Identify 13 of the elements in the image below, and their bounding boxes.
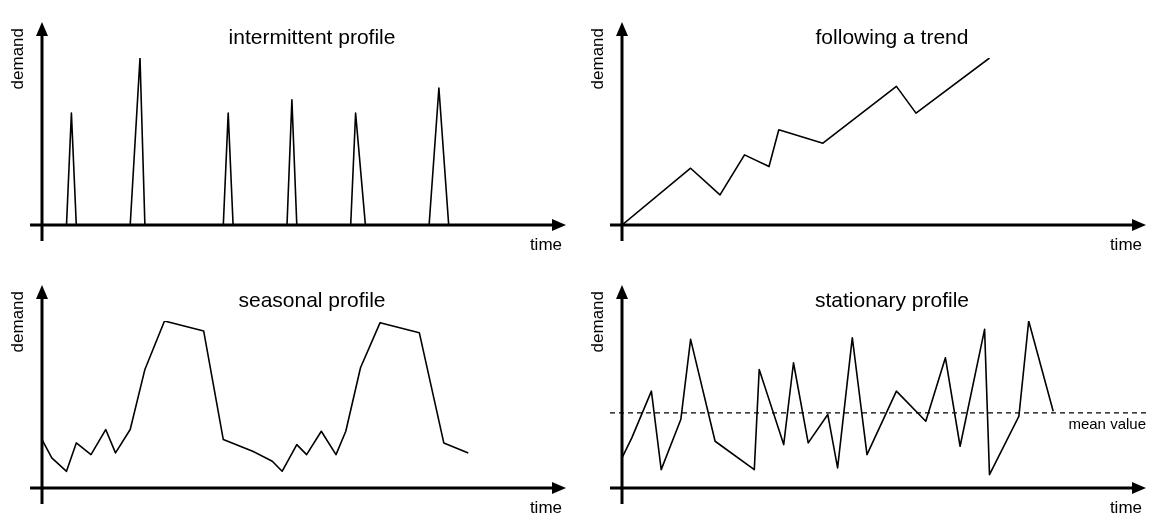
x-axis-title: time [1109, 235, 1142, 255]
y-axis-title: demand [8, 291, 28, 353]
x-axis-title: time [1109, 498, 1142, 518]
x-axis-title: time [529, 498, 562, 518]
y-axis-title: demand [8, 28, 28, 90]
chart-title: following a trend [815, 25, 969, 49]
y-axis-title: demand [588, 291, 608, 353]
y-axis-title: demand [588, 28, 608, 90]
chart-title: intermittent profile [228, 25, 396, 49]
x-axis-title: time [529, 235, 562, 255]
chart-title: stationary profile [814, 288, 970, 312]
ref-line-label: mean value [1068, 415, 1146, 433]
chart-title: seasonal profile [238, 288, 386, 312]
